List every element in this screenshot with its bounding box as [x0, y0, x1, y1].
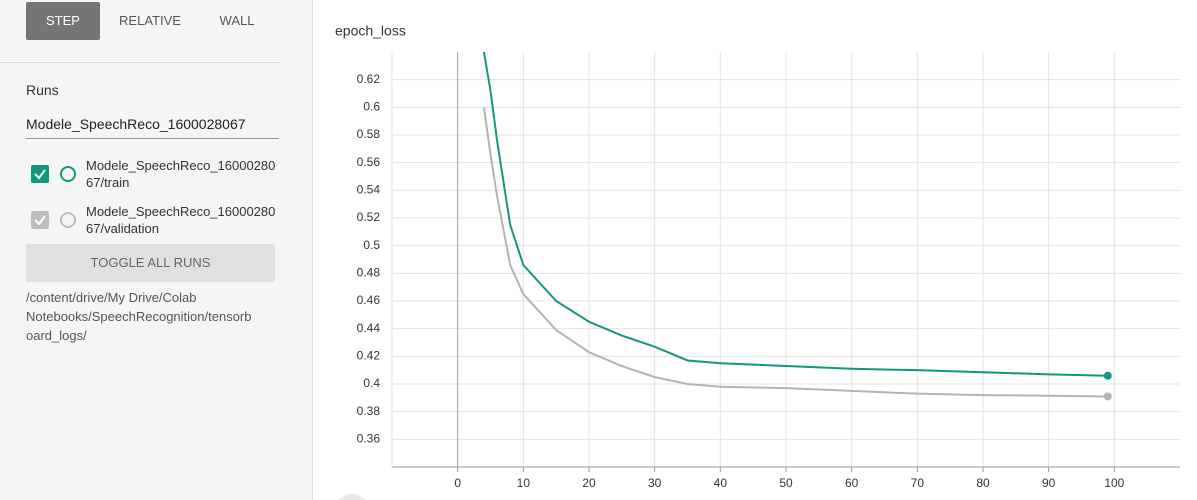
series-line	[482, 52, 1108, 377]
y-tick-label: 0.54	[357, 183, 381, 197]
y-tick-label: 0.48	[357, 266, 381, 280]
y-tick-label: 0.38	[357, 404, 381, 418]
run-name: Modele_SpeechReco_1600028067/train	[86, 158, 276, 190]
x-tick-label: 100	[1104, 476, 1124, 490]
x-tick-label: 90	[1042, 476, 1056, 490]
x-tick-label: 10	[517, 476, 531, 490]
step-button[interactable]: STEP	[26, 2, 100, 40]
chart-title: epoch_loss	[335, 23, 406, 39]
run-color	[60, 212, 76, 228]
logdir: /content/drive/My Drive/Colab Notebooks/…	[26, 290, 252, 343]
y-tick-label: 0.5	[363, 238, 380, 252]
x-tick-label: 40	[714, 476, 728, 490]
y-tick-label: 0.6	[363, 100, 380, 114]
chart: epoch_loss 0.36 0.38 0.4 0.42 0.44 0.46 0.48 0.…	[334, 23, 1180, 500]
wall-button[interactable]: WALL	[219, 13, 255, 28]
checkbox[interactable]	[31, 211, 49, 229]
end-point	[1103, 392, 1112, 401]
sidebar: STEP RELATIVE WALL Runs Modele_SpeechRec…	[0, 0, 313, 500]
run-name: Modele_SpeechReco_1600028067/validation	[86, 204, 276, 236]
x-tick-label: 0	[454, 476, 461, 490]
y-tick-label: 0.46	[357, 293, 381, 307]
x-tick-label: 70	[911, 476, 925, 490]
divider	[0, 62, 280, 63]
check	[34, 215, 46, 226]
y-tick-label: 0.36	[357, 432, 381, 446]
end-point	[1103, 371, 1112, 380]
run-color	[60, 166, 76, 182]
x-tick-label: 30	[648, 476, 662, 490]
toggle-all-button[interactable]: TOGGLE ALL RUNS	[26, 244, 275, 282]
control-button[interactable]	[334, 494, 370, 500]
x-tick-label: 80	[976, 476, 990, 490]
y-tick-label: 0.44	[357, 321, 381, 335]
y-tick-label: 0.52	[357, 210, 381, 224]
checkbox[interactable]	[31, 165, 49, 183]
x-tick-label: 60	[845, 476, 859, 490]
series-line	[482, 107, 1108, 398]
relative-button[interactable]: RELATIVE	[119, 13, 181, 28]
y-tick-label: 0.56	[357, 155, 381, 169]
y-tick-label: 0.58	[357, 127, 381, 141]
check	[34, 169, 46, 180]
x-tick-label: 50	[779, 476, 793, 490]
x-tick-label: 20	[582, 476, 596, 490]
y-tick-label: 0.42	[357, 349, 381, 363]
runs-label: Runs	[26, 82, 59, 98]
y-tick-label: 0.4	[363, 376, 380, 390]
y-tick-label: 0.62	[357, 72, 381, 86]
run-filter[interactable]: Modele_SpeechReco_1600028067	[26, 116, 279, 139]
